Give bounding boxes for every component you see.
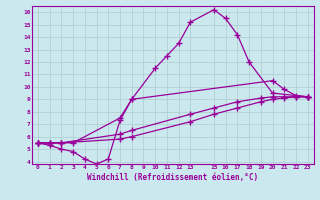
X-axis label: Windchill (Refroidissement éolien,°C): Windchill (Refroidissement éolien,°C)	[87, 173, 258, 182]
